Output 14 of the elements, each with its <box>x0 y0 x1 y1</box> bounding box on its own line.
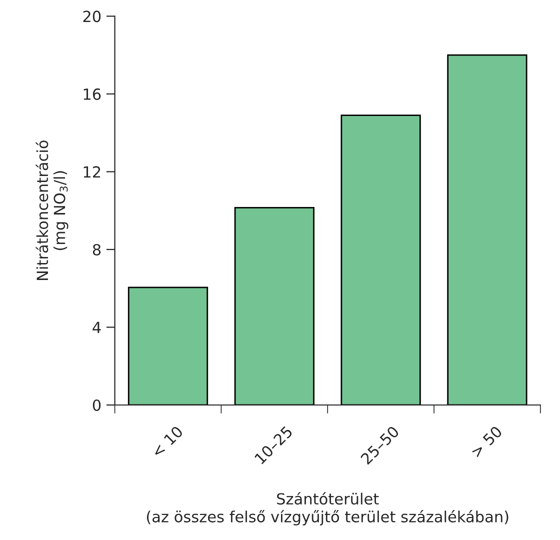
y-axis-title: Nitrátkoncentráció (mg NO$_{3}$/l) <box>36 140 68 280</box>
y-tick-label: 8 <box>92 244 101 256</box>
bar <box>447 54 528 405</box>
bar <box>340 114 421 405</box>
y-tick-label: 12 <box>84 166 100 178</box>
x-tick-label: > 50 <box>470 425 503 458</box>
x-tick-label: < 10 <box>150 425 184 458</box>
y-tick-label: 4 <box>92 322 101 334</box>
y-tick-label: 16 <box>84 88 101 100</box>
y-tick-label: 0 <box>92 399 101 412</box>
x-axis-title: Szántóterület (az összes felső vízgyűjtő terület százalékában) <box>146 492 508 526</box>
y-tick-label: 20 <box>83 10 101 22</box>
bar <box>128 286 208 405</box>
bar <box>234 206 314 405</box>
